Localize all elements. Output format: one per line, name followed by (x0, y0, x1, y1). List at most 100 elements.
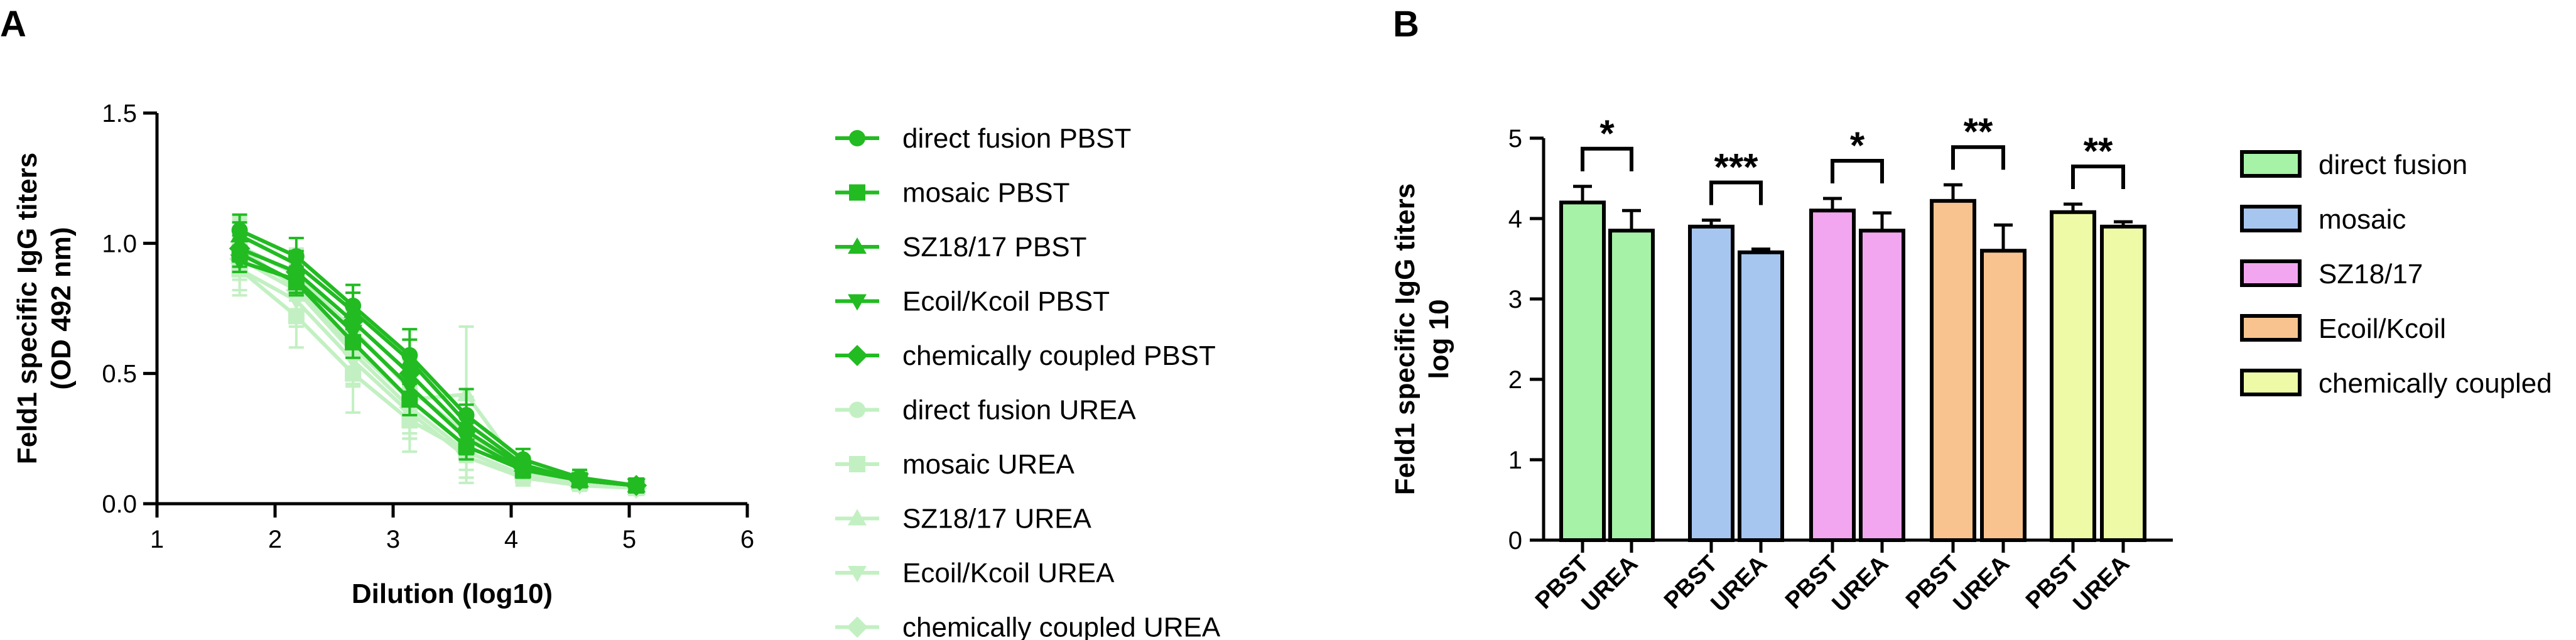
y-axis-title: Feld1 specific IgG titers log 10 (1390, 183, 1454, 495)
legend-item: Ecoil/Kcoil UREA (835, 558, 1115, 588)
x-tick-label: 1 (150, 526, 164, 553)
data-point (455, 420, 477, 442)
legend-item: mosaic (2240, 204, 2406, 235)
legend-item: chemically coupled (2240, 368, 2552, 399)
legend-item: direct fusion UREA (835, 395, 1136, 426)
legend-marker (849, 184, 865, 201)
bar (1930, 198, 1976, 542)
y-tick-label: 1.5 (102, 100, 137, 127)
series-line (239, 257, 637, 491)
significance-bracket (1831, 159, 1884, 183)
data-point (342, 310, 364, 332)
x-tick-label: 4 (504, 526, 518, 553)
x-axis-title: Dilution (log10) (352, 578, 553, 609)
legend-item: mosaic UREA (835, 449, 1074, 480)
legend-item: Ecoil/Kcoil PBST (835, 286, 1110, 317)
chart-a-line: 0.0 0.5 1.0 1.5 1 2 3 4 5 6 Dilution (log10) Feld1 … (12, 100, 754, 609)
legend-label: chemically coupled (2319, 368, 2552, 399)
legend-marker (848, 237, 867, 254)
legend-marker (848, 509, 867, 526)
x-tick-label: UREA (1827, 551, 1894, 617)
y-tick-label: 0 (1508, 527, 1522, 555)
legend-swatch (2240, 314, 2302, 342)
bar (1688, 224, 1734, 542)
x-tick-label: UREA (1577, 551, 1643, 617)
x-tick-label: 2 (268, 526, 282, 553)
y-tick-label: 1 (1508, 447, 1522, 474)
legend-label: SZ18/17 PBST (902, 232, 1086, 263)
significance-bracket (1709, 180, 1763, 205)
significance-label: ** (1964, 111, 1993, 153)
y-axis-title-line: (OD 492 nm) (46, 227, 77, 389)
legend-item: SZ18/17 UREA (835, 504, 1091, 534)
data-point (229, 237, 251, 259)
panel-label-b: B (1393, 4, 1419, 45)
bar (2100, 224, 2146, 542)
significance-bracket (2071, 164, 2125, 189)
legend-item: Ecoil/Kcoil (2240, 313, 2446, 344)
significance-label: * (1850, 124, 1865, 166)
legend-swatch (2240, 369, 2302, 396)
y-axis-title: Feld1 specific IgG titers (OD 492 nm) (12, 153, 77, 464)
legend-item: SZ18/17 PBST (835, 232, 1086, 263)
y-tick-label: 5 (1508, 125, 1522, 153)
bar (1559, 200, 1606, 542)
y-tick-label: 2 (1508, 366, 1522, 394)
series-line (239, 268, 637, 491)
legend-b: direct fusion mosaic SZ18/17 Ecoil/Kcoil che… (2240, 149, 2552, 399)
legend-marker (848, 565, 867, 582)
bar (1859, 229, 1905, 542)
x-tick-label: UREA (1706, 551, 1773, 617)
bar (1608, 229, 1655, 542)
legend-label: direct fusion PBST (902, 123, 1131, 154)
series-chemically-coupled-pbst (229, 234, 647, 496)
bar (1809, 209, 1856, 542)
legend-marker (849, 401, 865, 418)
y-tick-label: 4 (1508, 205, 1522, 233)
legend-item: direct fusion PBST (835, 123, 1131, 154)
legend-label: SZ18/17 (2319, 259, 2423, 290)
bar (1738, 250, 1784, 542)
series-sz18-17-pbst (230, 221, 646, 493)
x-tick-label: 6 (740, 526, 754, 553)
x-tick-label: 5 (622, 526, 636, 553)
legend-a: direct fusion PBST mosaic PBST SZ18/17 PBS… (835, 123, 1221, 640)
significance-label: ** (2084, 130, 2113, 172)
legend-item: chemically coupled PBST (835, 340, 1216, 371)
legend-item: SZ18/17 (2240, 259, 2423, 290)
y-tick-label: 3 (1508, 286, 1522, 313)
legend-label: chemically coupled UREA (902, 612, 1221, 640)
legend-label: chemically coupled PBST (902, 340, 1216, 371)
legend-label: Ecoil/Kcoil (2319, 313, 2446, 344)
y-axis-title-line: Feld1 specific IgG titers (12, 153, 43, 464)
legend-label: mosaic UREA (902, 449, 1074, 480)
significance-bracket (1951, 145, 2005, 170)
bar (2050, 210, 2096, 542)
legend-marker (849, 456, 865, 472)
legend-swatch (2240, 205, 2302, 232)
legend-label: SZ18/17 UREA (902, 504, 1091, 534)
data-point (399, 362, 421, 384)
legend-marker (848, 294, 867, 311)
legend-label: direct fusion UREA (902, 395, 1136, 426)
series-line (239, 228, 637, 487)
legend-item: mosaic PBST (835, 178, 1070, 209)
significance-label: *** (1714, 146, 1758, 188)
y-tick-label: 1.0 (102, 230, 137, 258)
y-tick-label: 0.0 (102, 491, 137, 518)
series-line (239, 246, 637, 487)
x-tick-label: UREA (2069, 551, 2135, 617)
data-point (625, 475, 647, 496)
legend-marker (847, 345, 868, 366)
legend-label: mosaic (2319, 204, 2406, 235)
legend-label: mosaic PBST (902, 178, 1070, 209)
series-direct-fusion-pbst (231, 213, 645, 494)
legend-swatch (2240, 259, 2302, 287)
data-point (285, 261, 307, 283)
legend-label: direct fusion (2319, 149, 2467, 180)
panel-label-a: A (0, 4, 26, 45)
data-point (569, 469, 590, 491)
